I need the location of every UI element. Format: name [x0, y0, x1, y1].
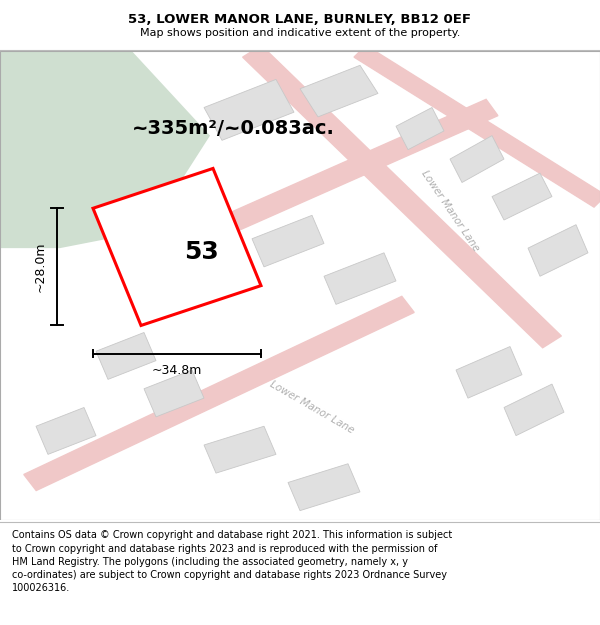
Text: Contains OS data © Crown copyright and database right 2021. This information is : Contains OS data © Crown copyright and d… [12, 531, 452, 593]
Polygon shape [36, 408, 96, 454]
Polygon shape [24, 296, 414, 491]
Polygon shape [0, 51, 210, 248]
Text: ~28.0m: ~28.0m [33, 242, 46, 292]
Polygon shape [528, 224, 588, 276]
Polygon shape [242, 46, 562, 348]
Text: 53: 53 [184, 239, 218, 264]
Text: Map shows position and indicative extent of the property.: Map shows position and indicative extent… [140, 28, 460, 39]
Polygon shape [204, 426, 276, 473]
Polygon shape [492, 173, 552, 220]
Polygon shape [504, 384, 564, 436]
Polygon shape [252, 215, 324, 267]
Polygon shape [300, 65, 378, 117]
Text: ~34.8m: ~34.8m [152, 364, 202, 377]
Polygon shape [96, 332, 156, 379]
Polygon shape [204, 79, 294, 140]
Polygon shape [126, 99, 498, 275]
Polygon shape [324, 253, 396, 304]
Polygon shape [396, 107, 444, 149]
Text: 53, LOWER MANOR LANE, BURNLEY, BB12 0EF: 53, LOWER MANOR LANE, BURNLEY, BB12 0EF [128, 12, 472, 26]
Polygon shape [93, 168, 261, 326]
Text: Lower Manor Lane: Lower Manor Lane [268, 379, 356, 436]
Polygon shape [144, 370, 204, 417]
Polygon shape [354, 46, 600, 207]
Polygon shape [288, 464, 360, 511]
Polygon shape [456, 346, 522, 398]
Text: Lower Manor Lane: Lower Manor Lane [419, 168, 481, 253]
Polygon shape [450, 136, 504, 182]
Text: ~335m²/~0.083ac.: ~335m²/~0.083ac. [132, 119, 335, 138]
